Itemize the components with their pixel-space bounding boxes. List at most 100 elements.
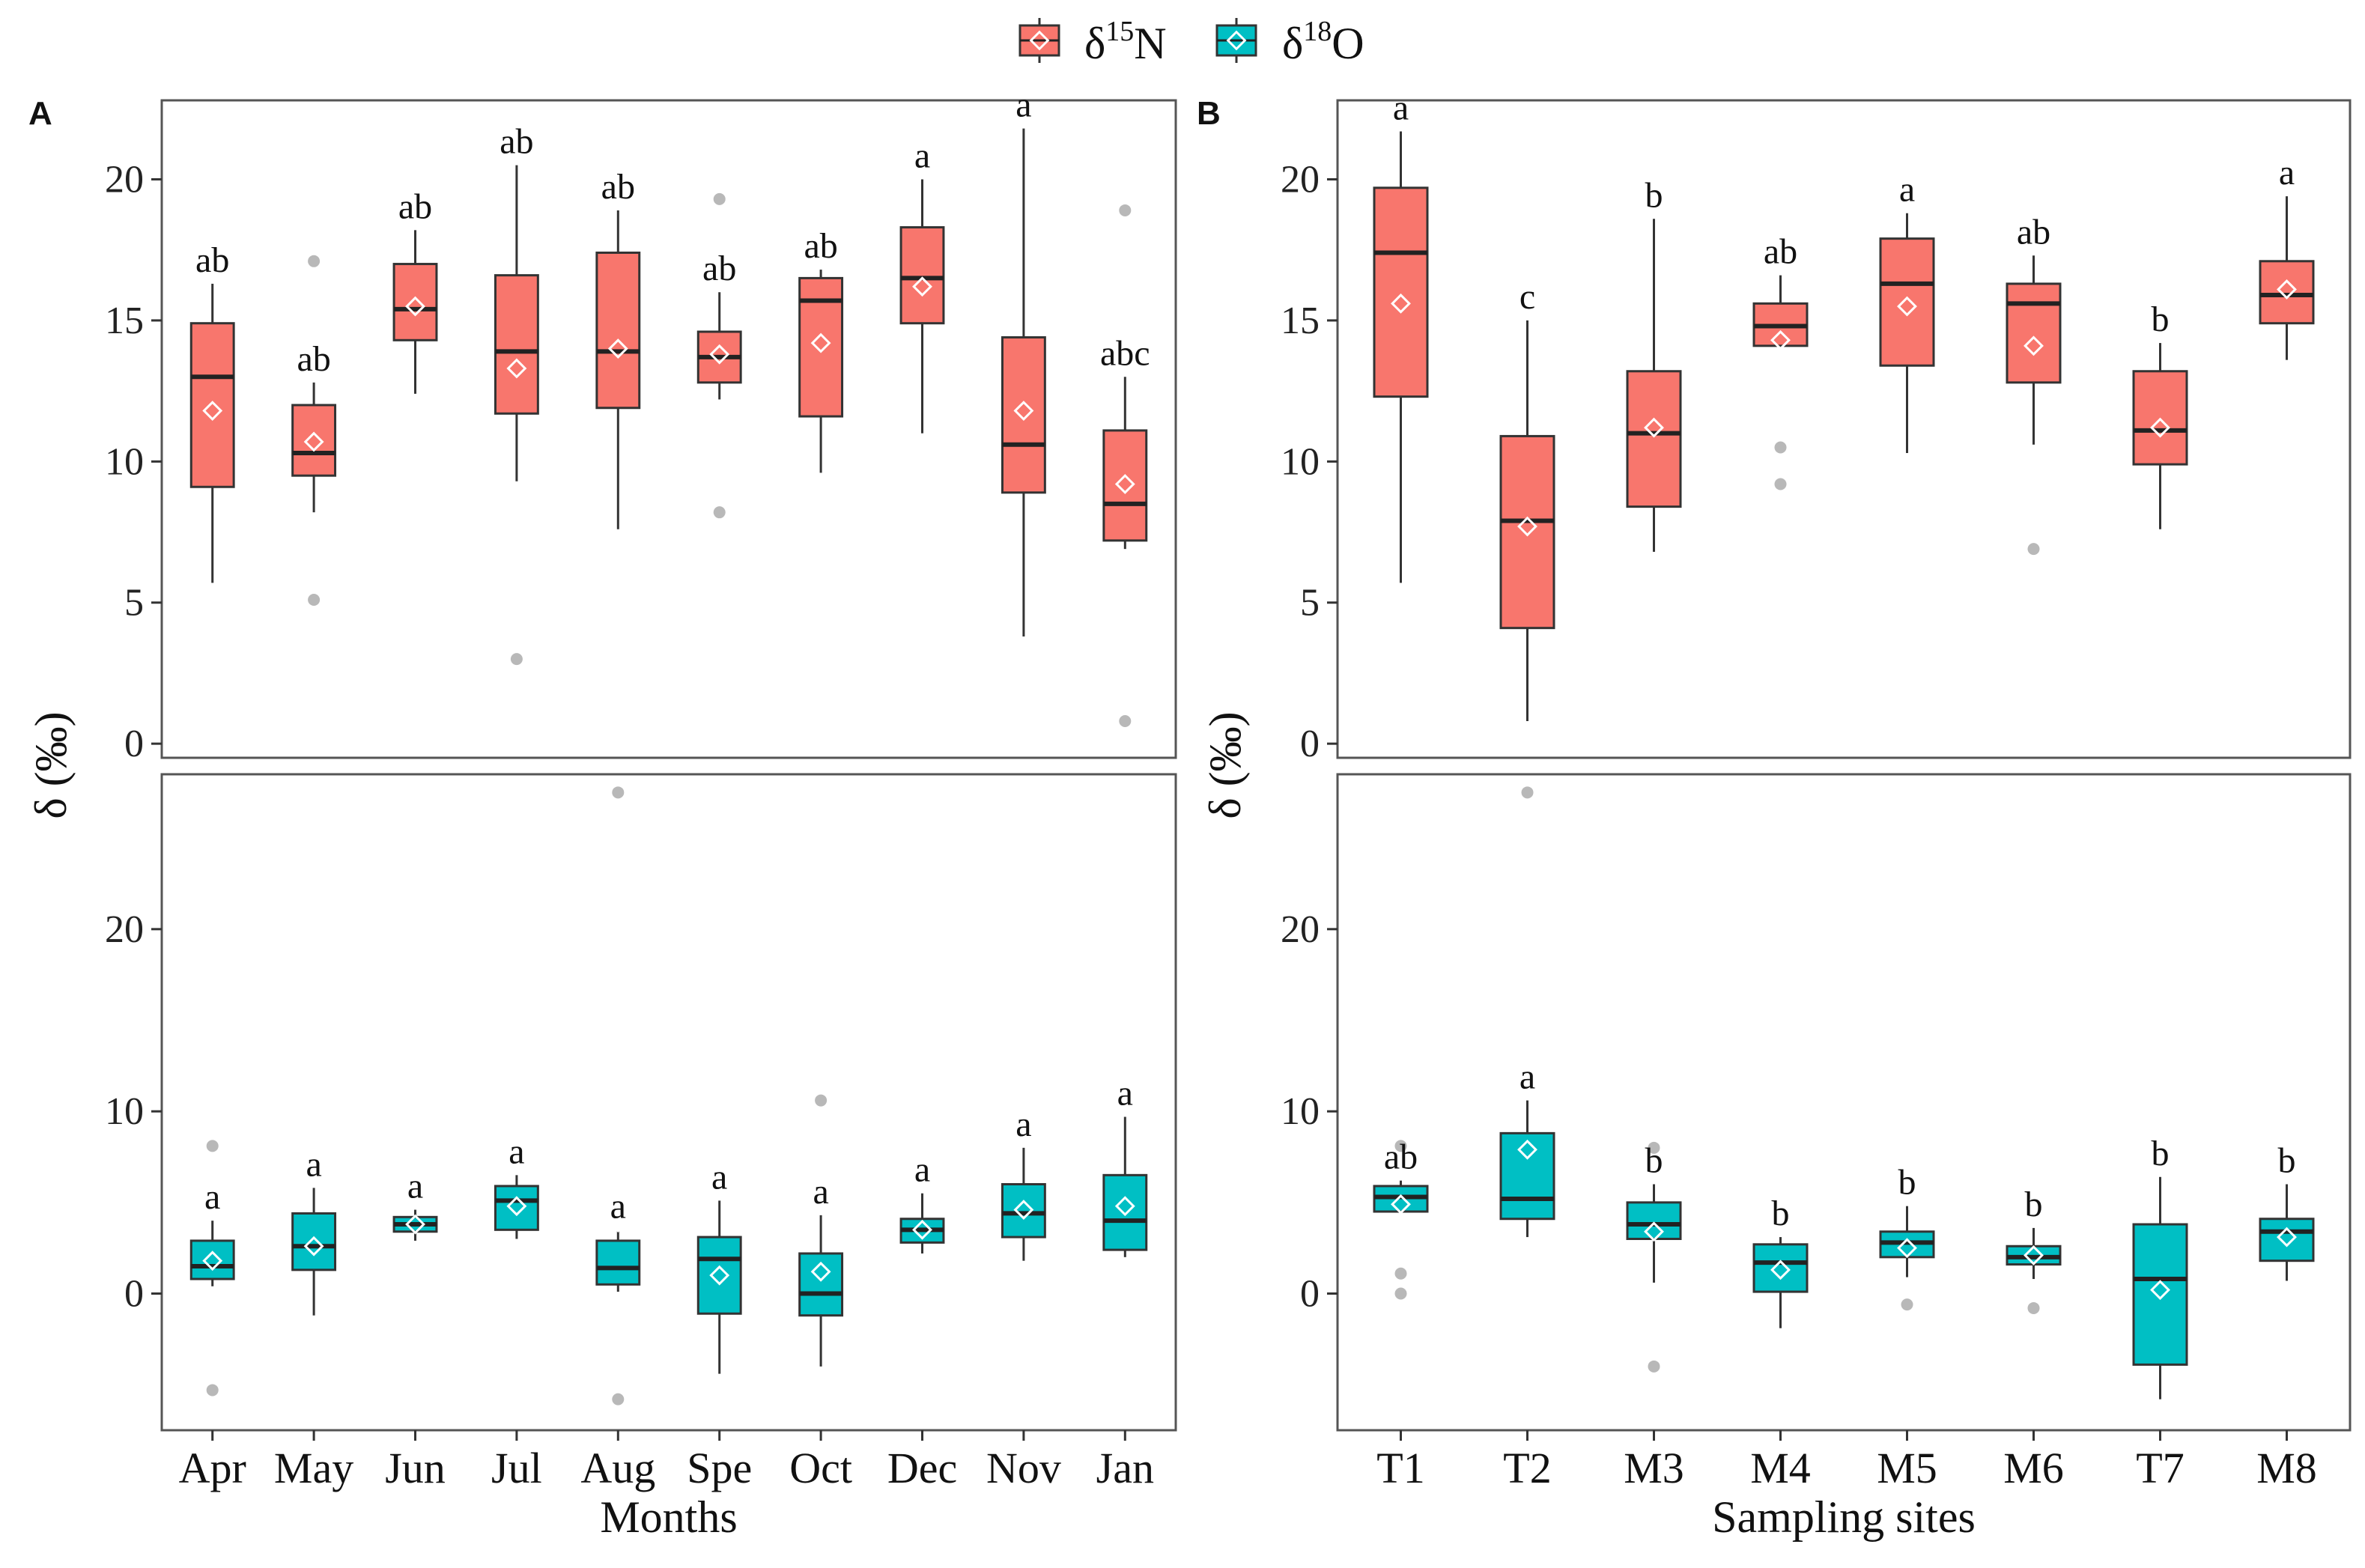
box-o18-Aug: a: [595, 786, 641, 1406]
box-n15-May: ab: [291, 255, 337, 606]
box-n15-T7: b: [2132, 300, 2188, 529]
mean-marker: [1517, 516, 1537, 537]
significance-label: a: [1899, 170, 1915, 210]
iqr-box: [1102, 429, 1148, 542]
significance-label: a: [1117, 1073, 1133, 1113]
x-tick-label: T7: [2136, 1444, 2184, 1492]
x-tick-label: Jun: [385, 1444, 446, 1492]
significance-label: b: [2025, 1185, 2043, 1224]
significance-label: ab: [1764, 232, 1797, 272]
y-tick-label: 0: [124, 723, 144, 765]
y-axis-title: δ (‰): [1200, 711, 1250, 818]
y-tick-label: 5: [124, 582, 144, 625]
mean-marker: [2277, 1227, 2297, 1248]
box-o18-M8: b: [2259, 1141, 2315, 1281]
box-o18-M4: b: [1752, 1194, 1809, 1328]
mean-marker: [709, 1265, 730, 1286]
iqr-box: [2006, 282, 2062, 384]
iqr-box: [595, 251, 641, 410]
significance-label: a: [508, 1131, 524, 1171]
iqr-box: [1879, 237, 1935, 367]
significance-label: a: [204, 1177, 220, 1217]
mean-marker: [506, 358, 527, 379]
box-n15-Jan: abc: [1100, 204, 1150, 728]
outlier-point: [1774, 441, 1787, 454]
box-o18-Jul: a: [494, 1131, 539, 1239]
mean-marker: [1114, 474, 1135, 494]
significance-label: ab: [2017, 212, 2050, 252]
outlier-point: [1901, 1298, 1913, 1311]
x-tick-label: Aug: [580, 1444, 655, 1492]
outlier-point: [206, 1140, 219, 1152]
box-n15-M6: ab: [2006, 212, 2062, 556]
iqr-box: [1752, 1243, 1809, 1293]
y-tick-label: 20: [105, 908, 144, 951]
box-o18-T1: ab: [1373, 1137, 1429, 1300]
x-tick-label: T1: [1376, 1444, 1424, 1492]
significance-label: b: [1645, 175, 1663, 215]
mean-marker: [405, 1214, 425, 1235]
mean-marker: [2024, 1245, 2044, 1265]
x-tick-label: Jul: [491, 1444, 542, 1492]
iqr-box: [189, 1239, 235, 1280]
significance-label: a: [914, 136, 930, 176]
facet-frame: [160, 99, 1177, 759]
box-o18-T2: a: [1499, 786, 1555, 1238]
y-tick-label: 0: [1300, 1273, 1320, 1316]
legend-key-n15: [1018, 18, 1060, 63]
significance-label: b: [1772, 1194, 1790, 1233]
iqr-box: [1499, 1131, 1555, 1221]
box-n15-M5: a: [1879, 170, 1935, 454]
iqr-box: [1373, 186, 1429, 398]
x-tick-label: Oct: [789, 1444, 852, 1492]
iqr-box: [494, 274, 539, 415]
significance-label: ab: [297, 339, 330, 379]
x-tick-label: Spe: [687, 1444, 752, 1492]
significance-label: abc: [1100, 333, 1150, 373]
mean-marker: [607, 1212, 628, 1233]
x-tick-label: M6: [2003, 1444, 2064, 1492]
outlier-point: [815, 1094, 828, 1107]
box-o18-Nov: a: [1001, 1104, 1046, 1261]
panel-label-b: B: [1197, 95, 1221, 132]
panel-a: 0 5 10 15 20 ab ab ab ab ab ab ab a a abc 0 10 20 a a a a a a a a…: [26, 85, 1177, 1542]
y-tick-label: 10: [105, 440, 144, 483]
outlier-point: [2027, 543, 2040, 556]
significance-label: b: [2278, 1141, 2296, 1181]
mean-marker: [912, 1219, 932, 1240]
box-n15-Oct: ab: [798, 226, 844, 473]
x-axis-title: Sampling sites: [1712, 1492, 1976, 1542]
x-axis-title: Months: [600, 1492, 737, 1542]
significance-label: a: [610, 1186, 626, 1226]
box-n15-Jul: ab: [494, 122, 539, 666]
facet-frame: [160, 773, 1177, 1432]
x-tick-label: Apr: [179, 1444, 246, 1492]
significance-label: ab: [195, 240, 229, 280]
mean-marker: [607, 338, 628, 359]
outlier-point: [206, 1384, 219, 1397]
significance-label: ab: [1384, 1137, 1418, 1177]
facet-o18: 0 10 20 a a a a a a a a a a: [105, 773, 1177, 1432]
mean-marker: [202, 401, 223, 421]
outlier-point: [1394, 1267, 1407, 1280]
x-tick-label: M4: [1750, 1444, 1811, 1492]
significance-label: b: [1898, 1163, 1916, 1203]
box-n15-Dec: a: [899, 136, 945, 434]
y-tick-label: 10: [105, 1090, 144, 1133]
significance-label: ab: [702, 249, 736, 288]
legend-label-o18: δ18O: [1282, 16, 1364, 68]
iqr-box: [291, 1212, 337, 1271]
mean-marker: [1770, 329, 1791, 350]
iqr-box: [2259, 260, 2315, 325]
box-o18-Jan: a: [1102, 1073, 1148, 1257]
mean-marker: [2150, 417, 2170, 438]
iqr-box: [1499, 434, 1555, 630]
box-n15-M8: a: [2259, 153, 2315, 360]
significance-label: a: [1520, 1057, 1535, 1097]
box-o18-Oct: a: [798, 1094, 844, 1367]
mean-marker: [810, 1261, 831, 1282]
y-tick-label: 10: [1281, 1090, 1320, 1133]
mean-marker: [405, 296, 425, 317]
